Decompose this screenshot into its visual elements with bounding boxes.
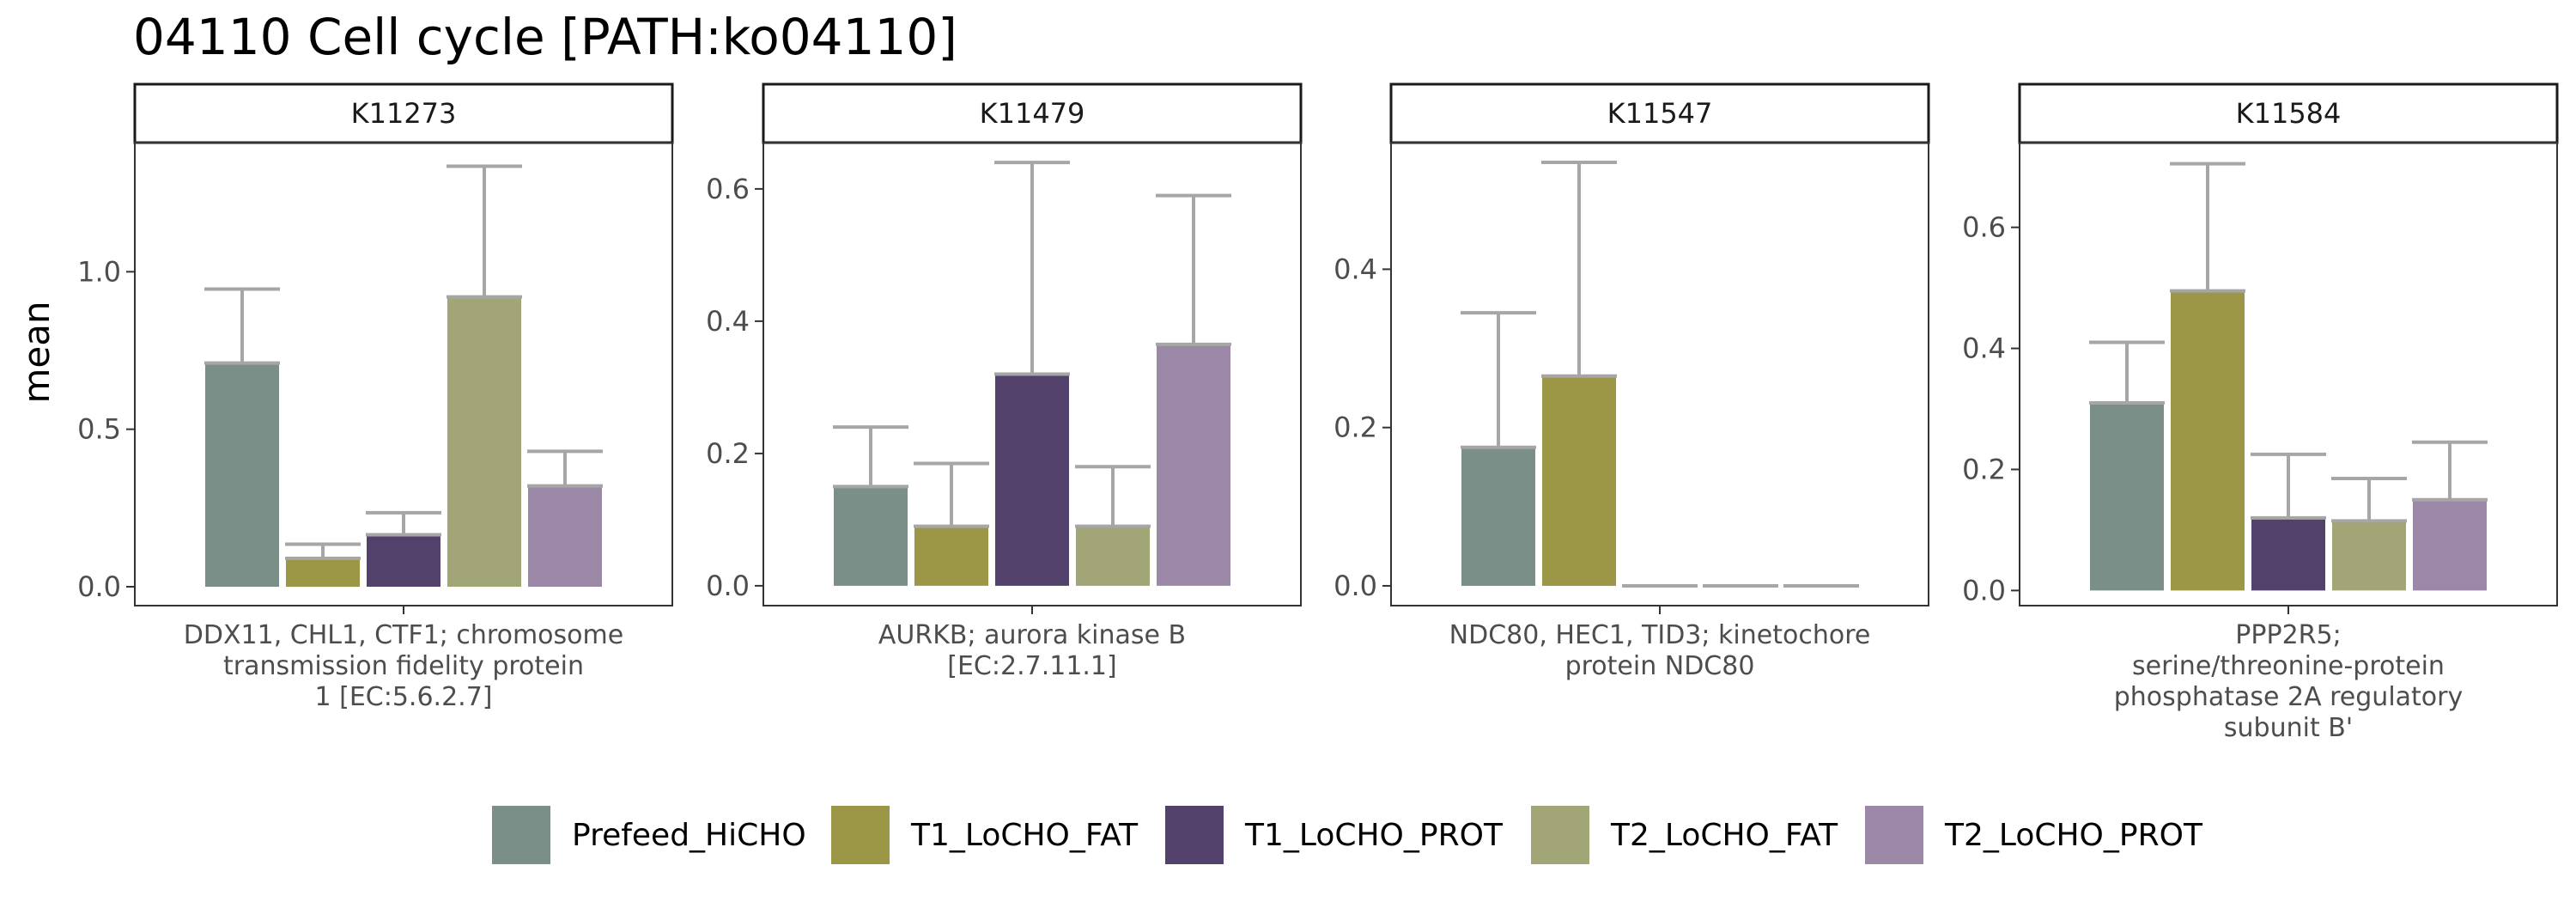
strip-label: K11273 <box>351 97 457 130</box>
x-tick-label: serine/threonine-protein <box>2132 651 2445 681</box>
legend-label: Prefeed_HiCHO <box>572 818 806 853</box>
strip-K11584 <box>2018 82 2559 144</box>
error-bar <box>1156 193 1231 346</box>
bar-T1_LoCHO_FAT <box>914 526 988 586</box>
y-tick-label: 0.0 <box>1334 570 1377 602</box>
x-tick-label: protein NDC80 <box>1565 651 1755 681</box>
x-tick-label: [EC:2.7.11.1] <box>947 651 1116 681</box>
bar-T2_LoCHO_FAT <box>1076 526 1150 586</box>
bar-T1_LoCHO_FAT <box>286 558 360 587</box>
bar-T1_LoCHO_FAT <box>1542 375 1616 586</box>
bar-T2_LoCHO_PROT <box>528 485 602 587</box>
error-bar <box>2331 477 2407 523</box>
error-bar <box>2412 440 2488 502</box>
bar-T2_LoCHO_FAT <box>2332 521 2406 591</box>
bar-T1_LoCHO_PROT <box>995 374 1069 586</box>
error-bar <box>1461 311 1536 449</box>
error-bar <box>285 542 361 560</box>
legend-label: T2_LoCHO_FAT <box>1610 818 1838 853</box>
panel-K11547: K11547 0.0 0.2 0.4 NDC80, HEC1, TID3; kineto… <box>1334 82 1930 681</box>
error-bar <box>1075 465 1151 528</box>
legend-swatch <box>1531 806 1589 864</box>
y-tick-label: 1.0 <box>77 255 121 288</box>
x-tick-label: phosphatase 2A regulatory <box>2114 682 2464 712</box>
legend-swatch <box>492 806 550 864</box>
legend: Prefeed_HiCHO T1_LoCHO_FAT T1_LoCHO_PROT T2… <box>492 806 2203 864</box>
y-tick-label: 0.5 <box>77 413 121 446</box>
y-tick-label: 0.6 <box>706 173 750 205</box>
error-bar <box>447 164 522 299</box>
bar-T1_LoCHO_PROT <box>2251 517 2325 591</box>
x-tick-label: AURKB; aurora kinase B <box>878 620 1186 650</box>
error-bar <box>2170 162 2245 293</box>
error-bar <box>2089 340 2165 405</box>
chart-title: 04110 Cell cycle [PATH:ko04110] <box>133 8 957 66</box>
y-tick-label: 0.4 <box>706 305 750 338</box>
y-tick-label: 0.4 <box>1334 253 1377 285</box>
facet-panels: K11273 0.0 0.5 1.0 DDX11, CHL1, CTF1; chromo… <box>77 82 2559 743</box>
strip-label: K11479 <box>980 97 1085 130</box>
strip-K11547 <box>1389 82 1930 144</box>
y-tick-label: 0.4 <box>1962 332 2006 365</box>
panel-K11584: K11584 0.0 0.2 0.4 0.6 PPP2R5;serine/threonin… <box>1962 82 2559 743</box>
legend-label: T2_LoCHO_PROT <box>1944 818 2203 853</box>
bar-Prefeed_HiCHO <box>2090 402 2164 591</box>
bar-T2_LoCHO_PROT <box>1157 344 1230 586</box>
y-tick-label: 0.2 <box>706 437 750 470</box>
error-bar <box>994 161 1070 376</box>
x-tick-label: PPP2R5; <box>2235 620 2341 650</box>
bar-T2_LoCHO_FAT <box>447 296 521 587</box>
y-tick-label: 0.0 <box>1962 574 2006 606</box>
x-tick-label: DDX11, CHL1, CTF1; chromosome <box>184 620 623 650</box>
bar-T2_LoCHO_PROT <box>2413 499 2487 591</box>
error-bar <box>204 287 280 365</box>
y-tick-label: 0.0 <box>77 570 121 603</box>
x-tick-label: transmission fidelity protein <box>223 651 584 681</box>
error-bar <box>833 425 908 489</box>
strip-label: K11547 <box>1607 97 1713 130</box>
y-tick-label: 0.0 <box>706 570 750 602</box>
bar-Prefeed_HiCHO <box>205 363 279 587</box>
legend-item-T1_LoCHO_FAT: T1_LoCHO_FAT <box>831 806 1139 864</box>
bar-Prefeed_HiCHO <box>1461 447 1535 586</box>
legend-swatch <box>831 806 890 864</box>
error-bar <box>2251 452 2326 520</box>
legend-item-T2_LoCHO_PROT: T2_LoCHO_PROT <box>1865 806 2203 864</box>
bar-T1_LoCHO_PROT <box>367 534 440 587</box>
error-bar <box>1541 161 1617 378</box>
strip-label: K11584 <box>2236 97 2342 130</box>
x-tick-label: 1 [EC:5.6.2.7] <box>315 682 493 712</box>
bar-T1_LoCHO_FAT <box>2171 290 2245 591</box>
legend-item-Prefeed_HiCHO: Prefeed_HiCHO <box>492 806 806 864</box>
error-bar <box>366 510 441 537</box>
y-tick-label: 0.2 <box>1962 453 2006 485</box>
panel-K11273: K11273 0.0 0.5 1.0 DDX11, CHL1, CTF1; chromo… <box>77 82 674 712</box>
strip-K11273 <box>133 82 674 144</box>
legend-item-T1_LoCHO_PROT: T1_LoCHO_PROT <box>1165 806 1504 864</box>
legend-swatch <box>1165 806 1224 864</box>
bar-Prefeed_HiCHO <box>834 486 908 586</box>
x-tick-label: subunit B' <box>2224 713 2353 743</box>
legend-label: T1_LoCHO_PROT <box>1244 818 1504 853</box>
y-tick-label: 0.2 <box>1334 411 1377 444</box>
x-tick-label: NDC80, HEC1, TID3; kinetochore <box>1449 620 1871 650</box>
y-axis-label: mean <box>15 301 58 403</box>
error-bar <box>914 461 989 528</box>
y-tick-label: 0.6 <box>1962 211 2006 244</box>
legend-swatch <box>1865 806 1923 864</box>
legend-item-T2_LoCHO_FAT: T2_LoCHO_FAT <box>1531 806 1838 864</box>
panel-K11479: K11479 0.0 0.2 0.4 0.6 AURKB; aurora kinase B… <box>706 82 1303 681</box>
error-bar <box>527 449 603 488</box>
legend-label: T1_LoCHO_FAT <box>910 818 1139 853</box>
